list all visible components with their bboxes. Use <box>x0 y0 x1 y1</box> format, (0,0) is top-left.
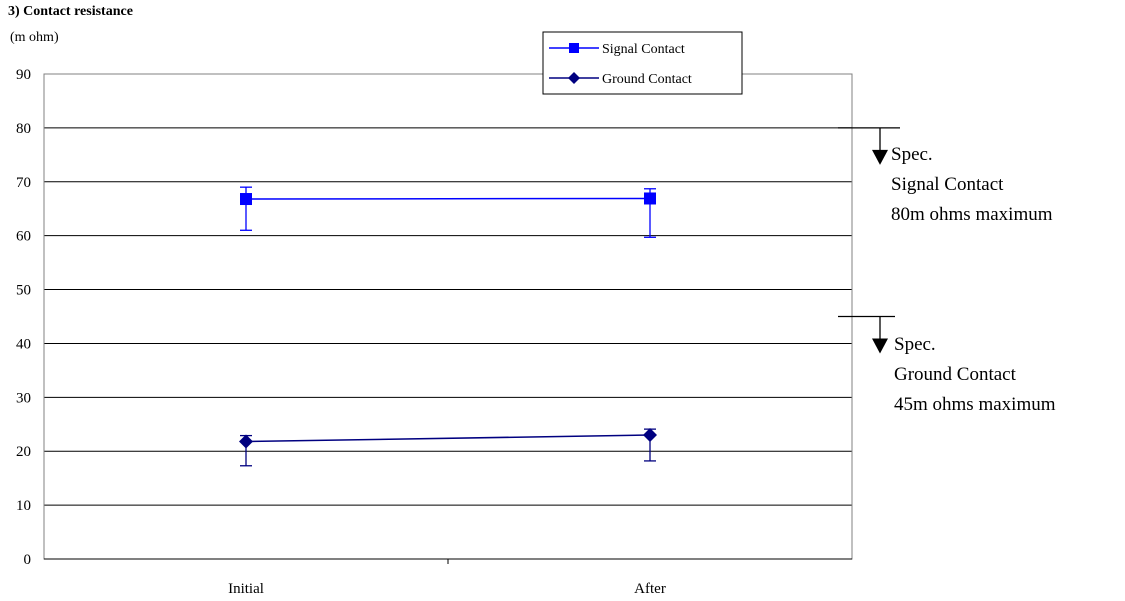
spec-ground-annotation: Spec. Ground Contact 45m ohms maximum <box>894 330 1056 420</box>
signal-contact-point-0 <box>240 193 252 206</box>
legend <box>542 31 743 95</box>
spec-ground-arrow-head <box>872 338 888 354</box>
y-tick-label-20: 20 <box>16 444 31 460</box>
legend-ground-contact-marker <box>568 72 580 84</box>
spec-signal-line-2: Signal Contact <box>891 174 1004 195</box>
legend-signal-contact-marker <box>569 43 579 53</box>
y-axis-unit-label: (m ohm) <box>10 30 59 45</box>
y-tick-label-90: 90 <box>16 67 31 83</box>
y-tick-label-80: 80 <box>16 121 31 137</box>
signal-contact-line <box>245 197 651 200</box>
y-tick-label-0: 0 <box>24 552 32 568</box>
spec-ground-line-3: 45m ohms maximum <box>894 394 1056 415</box>
legend-ground-contact-label: Ground Contact <box>602 72 692 87</box>
y-tick-label-40: 40 <box>16 336 31 352</box>
spec-signal-arrow-head <box>872 149 888 165</box>
spec-ground-line-1: Spec. <box>894 334 936 355</box>
spec-signal-line-1: Spec. <box>891 144 933 165</box>
y-tick-label-70: 70 <box>16 175 31 191</box>
legend-signal-contact-label: Signal Contact <box>602 42 685 57</box>
y-tick-label-60: 60 <box>16 229 31 245</box>
plot-frame <box>43 73 853 560</box>
ground-contact-line <box>245 434 651 443</box>
x-tick-label-after: After <box>634 581 666 597</box>
y-tick-label-10: 10 <box>16 498 31 514</box>
x-tick-label-initial: Initial <box>228 581 264 597</box>
y-tick-label-30: 30 <box>16 390 31 406</box>
spec-ground-line-2: Ground Contact <box>894 364 1016 385</box>
chart-title: 3) Contact resistance <box>8 4 133 19</box>
y-tick-label-50: 50 <box>16 283 31 299</box>
signal-contact-point-1 <box>644 192 656 205</box>
spec-signal-line-3: 80m ohms maximum <box>891 204 1053 225</box>
ground-contact-point-1 <box>643 428 657 443</box>
spec-signal-annotation: Spec. Signal Contact 80m ohms maximum <box>891 140 1053 230</box>
ground-contact-point-0 <box>239 434 253 449</box>
